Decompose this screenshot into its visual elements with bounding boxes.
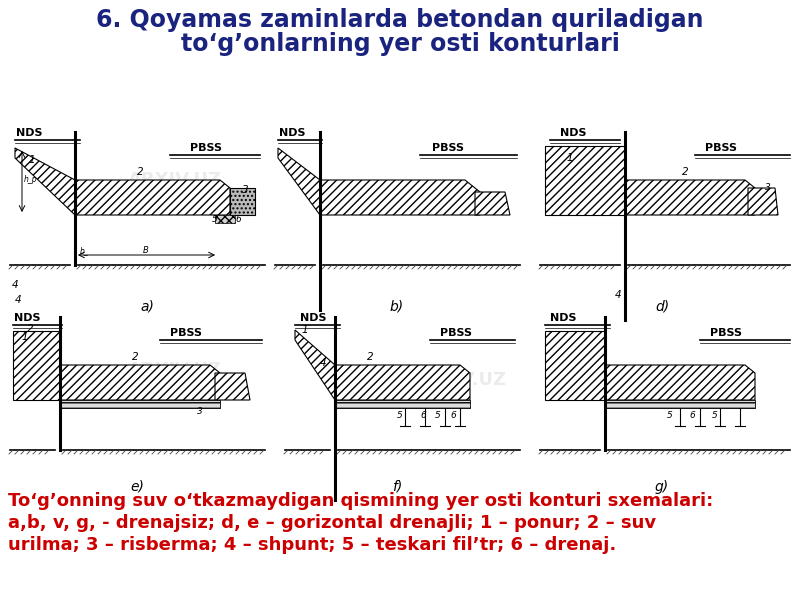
Text: ARXIV.UZ: ARXIV.UZ bbox=[128, 171, 222, 189]
Text: PBSS: PBSS bbox=[710, 328, 742, 338]
Text: 2: 2 bbox=[682, 167, 688, 177]
Text: ARXIV.UZ: ARXIV.UZ bbox=[593, 181, 687, 199]
Text: 5: 5 bbox=[397, 412, 403, 421]
Text: 1: 1 bbox=[566, 153, 574, 163]
Text: 6: 6 bbox=[689, 412, 695, 421]
Text: NDS: NDS bbox=[16, 128, 42, 138]
Text: 2: 2 bbox=[137, 167, 143, 177]
Text: 4: 4 bbox=[614, 290, 622, 300]
Polygon shape bbox=[545, 331, 605, 400]
Text: To‘g’onning suv o‘tkazmaydigan qismining yer osti konturi sxemalari:: To‘g’onning suv o‘tkazmaydigan qismining… bbox=[8, 492, 714, 510]
Polygon shape bbox=[335, 365, 470, 400]
Polygon shape bbox=[60, 400, 220, 408]
Polygon shape bbox=[475, 192, 510, 215]
Text: 3: 3 bbox=[242, 185, 248, 195]
Text: d): d) bbox=[655, 300, 669, 314]
Text: ARXIV.UZ: ARXIV.UZ bbox=[413, 371, 507, 389]
Text: 2: 2 bbox=[26, 324, 34, 334]
Text: 1: 1 bbox=[22, 332, 28, 342]
Text: NDS: NDS bbox=[300, 313, 326, 323]
Text: 3: 3 bbox=[197, 407, 203, 416]
Polygon shape bbox=[335, 400, 470, 408]
Text: PBSS: PBSS bbox=[440, 328, 472, 338]
Text: 5: 5 bbox=[435, 412, 441, 421]
Text: NDS: NDS bbox=[560, 128, 586, 138]
Text: urilma; 3 – risberma; 4 – shpunt; 5 – teskari fil’tr; 6 – drenaj.: urilma; 3 – risberma; 4 – shpunt; 5 – te… bbox=[8, 536, 616, 554]
Text: NDS: NDS bbox=[279, 128, 306, 138]
Polygon shape bbox=[625, 180, 755, 215]
Text: 3: 3 bbox=[765, 184, 771, 193]
Text: 4: 4 bbox=[12, 280, 18, 290]
Text: ARXIV.UZ: ARXIV.UZ bbox=[593, 371, 687, 389]
Polygon shape bbox=[748, 188, 778, 215]
Text: 6. Qoyamas zaminlarda betondan quriladigan: 6. Qoyamas zaminlarda betondan quriladig… bbox=[96, 8, 704, 32]
Text: 4: 4 bbox=[14, 295, 22, 305]
Text: ARXIV.UZ: ARXIV.UZ bbox=[353, 181, 447, 199]
Text: b_: b_ bbox=[80, 246, 89, 255]
Polygon shape bbox=[605, 400, 755, 408]
Text: f): f) bbox=[392, 480, 402, 494]
Text: a,b, v, g, - drenajsiz; d, e – gorizontal drenajli; 1 – ponur; 2 – suv: a,b, v, g, - drenajsiz; d, e – gorizonta… bbox=[8, 514, 656, 532]
Polygon shape bbox=[75, 180, 230, 215]
Text: b): b) bbox=[390, 300, 404, 314]
Text: 5: 5 bbox=[667, 412, 673, 421]
Text: PBSS: PBSS bbox=[432, 143, 464, 153]
Text: ARXIV.UZ: ARXIV.UZ bbox=[128, 361, 222, 379]
Polygon shape bbox=[605, 365, 755, 400]
Polygon shape bbox=[60, 365, 220, 400]
Polygon shape bbox=[545, 146, 625, 215]
Polygon shape bbox=[230, 188, 255, 215]
Text: a): a) bbox=[140, 300, 154, 314]
Text: NDS: NDS bbox=[550, 313, 577, 323]
Text: 4: 4 bbox=[320, 358, 326, 368]
Text: h_p: h_p bbox=[24, 175, 38, 184]
Polygon shape bbox=[278, 148, 320, 215]
Text: B: B bbox=[143, 246, 149, 255]
Text: g): g) bbox=[655, 480, 669, 494]
Text: 6: 6 bbox=[235, 215, 241, 224]
Polygon shape bbox=[215, 373, 250, 400]
Polygon shape bbox=[13, 331, 60, 400]
Text: 2: 2 bbox=[366, 352, 374, 362]
Polygon shape bbox=[295, 330, 335, 400]
Text: PBSS: PBSS bbox=[190, 143, 222, 153]
Text: e): e) bbox=[130, 480, 144, 494]
Text: 1: 1 bbox=[29, 155, 35, 165]
Text: 6: 6 bbox=[450, 412, 456, 421]
Text: 5: 5 bbox=[712, 412, 718, 421]
Polygon shape bbox=[320, 180, 480, 215]
Text: PBSS: PBSS bbox=[705, 143, 737, 153]
Polygon shape bbox=[215, 215, 235, 223]
Text: 5: 5 bbox=[212, 215, 218, 224]
Text: 6: 6 bbox=[420, 412, 426, 421]
Text: to‘g’onlarning yer osti konturlari: to‘g’onlarning yer osti konturlari bbox=[181, 32, 619, 56]
Text: NDS: NDS bbox=[14, 313, 41, 323]
Text: 2: 2 bbox=[132, 352, 138, 362]
Text: PBSS: PBSS bbox=[170, 328, 202, 338]
Polygon shape bbox=[15, 148, 75, 215]
Text: 1: 1 bbox=[302, 325, 308, 335]
